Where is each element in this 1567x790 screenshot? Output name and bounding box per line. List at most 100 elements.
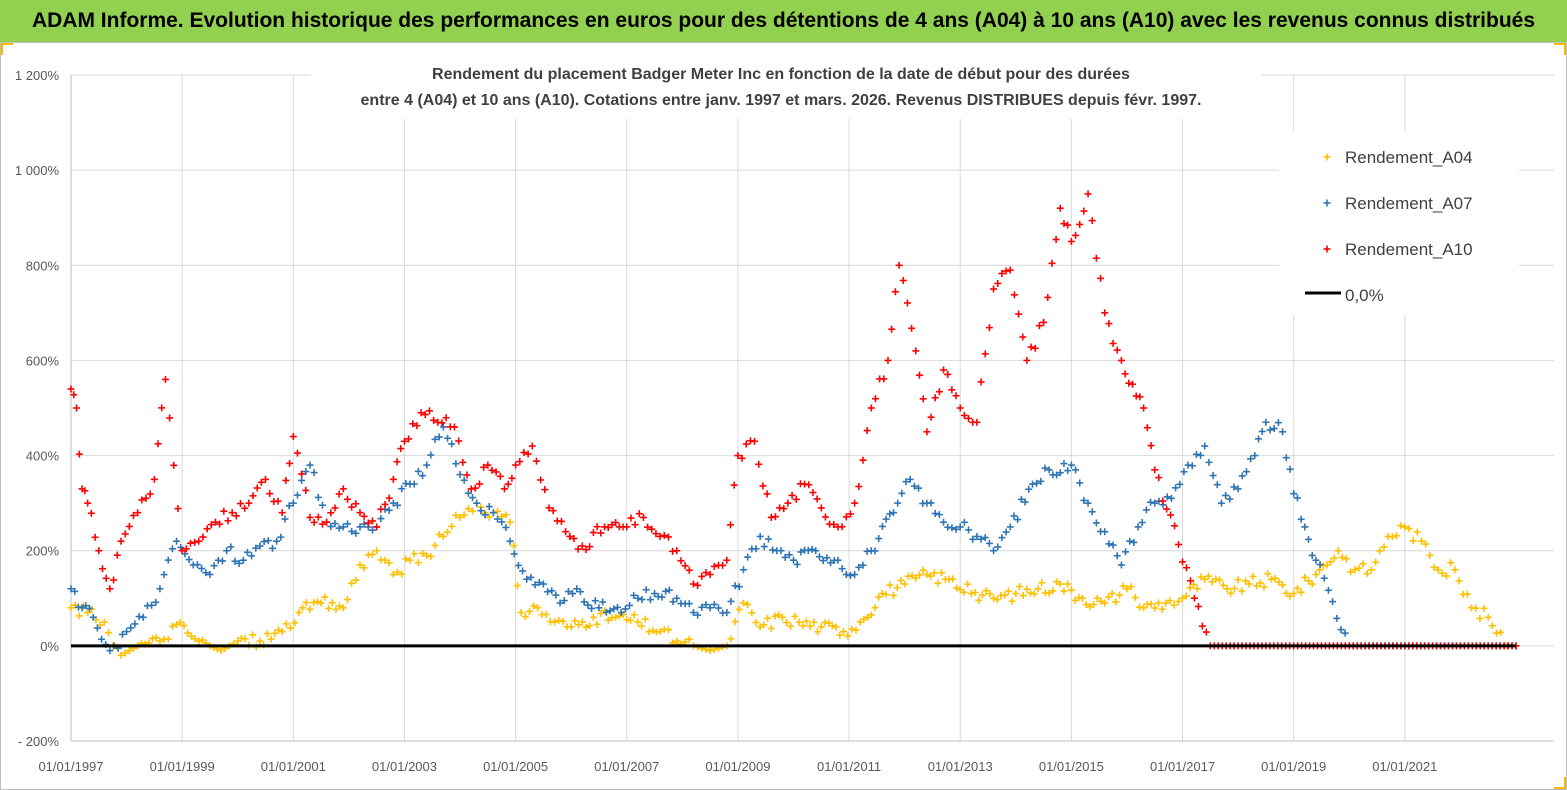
data-point (1363, 570, 1371, 578)
data-point (1355, 564, 1363, 572)
data-point (1242, 577, 1250, 585)
data-point (1166, 597, 1174, 605)
data-point (417, 409, 425, 417)
data-point (186, 539, 194, 547)
legend-label: 0,0% (1345, 286, 1384, 305)
data-point (281, 515, 289, 523)
data-point (435, 531, 443, 539)
data-point (1190, 594, 1198, 602)
data-point (1256, 579, 1264, 587)
data-point (1122, 548, 1130, 556)
data-point (1172, 484, 1180, 492)
data-point (228, 509, 236, 517)
data-point (964, 580, 972, 588)
data-point (295, 609, 303, 617)
data-point (764, 535, 772, 543)
data-point (360, 520, 368, 528)
data-point (1132, 392, 1140, 400)
data-point (177, 543, 185, 551)
data-point (381, 556, 389, 564)
data-point (1480, 604, 1488, 612)
data-point (285, 502, 293, 510)
data-point (895, 261, 903, 269)
data-point (597, 609, 605, 617)
data-point (352, 529, 360, 537)
data-point (673, 594, 681, 602)
data-point (343, 520, 351, 528)
data-point (492, 468, 500, 476)
data-point (576, 588, 584, 596)
data-point (564, 588, 572, 596)
data-point (646, 596, 654, 604)
data-point (626, 601, 634, 609)
data-point (635, 510, 643, 518)
data-point (475, 480, 483, 488)
data-point (809, 489, 817, 497)
data-point (727, 597, 735, 605)
data-point (588, 604, 596, 612)
data-point (940, 518, 948, 526)
data-point (473, 499, 481, 507)
data-point (455, 437, 463, 445)
data-point (170, 461, 178, 469)
data-point (325, 604, 333, 612)
data-point (306, 605, 314, 613)
data-point (193, 561, 201, 569)
data-point (977, 378, 985, 386)
data-point (806, 622, 814, 630)
data-point (790, 556, 797, 564)
data-point (1071, 596, 1079, 604)
data-point (139, 613, 147, 621)
data-point (134, 509, 142, 517)
data-point (331, 520, 339, 528)
data-point (1167, 494, 1175, 502)
data-point (216, 520, 224, 528)
data-point (260, 538, 268, 546)
data-point (817, 504, 825, 512)
data-point (599, 598, 607, 606)
data-point (75, 612, 83, 620)
data-point (1023, 356, 1031, 364)
data-point (1213, 481, 1221, 489)
data-point (580, 598, 588, 606)
data-point (923, 571, 931, 578)
data-point (149, 634, 157, 642)
data-point (1147, 600, 1155, 608)
data-point (1397, 522, 1405, 530)
data-point (960, 411, 968, 419)
data-point (1193, 585, 1201, 593)
data-point (584, 601, 592, 609)
data-point (694, 611, 702, 619)
data-point (125, 522, 133, 530)
data-point (327, 509, 335, 517)
data-point (739, 599, 747, 607)
data-point (410, 550, 418, 558)
data-point (908, 572, 916, 580)
data-point (146, 490, 154, 498)
data-point (286, 459, 294, 467)
data-point (719, 561, 727, 569)
data-point (1010, 512, 1018, 520)
data-point (1320, 574, 1328, 582)
x-tick-label: 01/01/2017 (1150, 759, 1215, 774)
data-point (1112, 598, 1120, 606)
data-point (321, 593, 329, 601)
data-point (751, 437, 759, 445)
data-point (1497, 628, 1505, 636)
data-point (435, 433, 443, 441)
x-tick-label: 01/01/2007 (594, 759, 659, 774)
data-point (867, 404, 875, 412)
data-point (369, 517, 377, 525)
data-point (1014, 516, 1022, 524)
data-point (1155, 474, 1163, 482)
data-point (784, 499, 792, 507)
data-point (799, 622, 807, 630)
data-point (389, 475, 397, 483)
data-point (848, 625, 856, 633)
data-point (67, 604, 75, 612)
data-point (235, 559, 243, 567)
data-point (1342, 555, 1350, 563)
data-point (593, 620, 601, 628)
data-point (89, 613, 97, 621)
data-point (343, 495, 351, 503)
